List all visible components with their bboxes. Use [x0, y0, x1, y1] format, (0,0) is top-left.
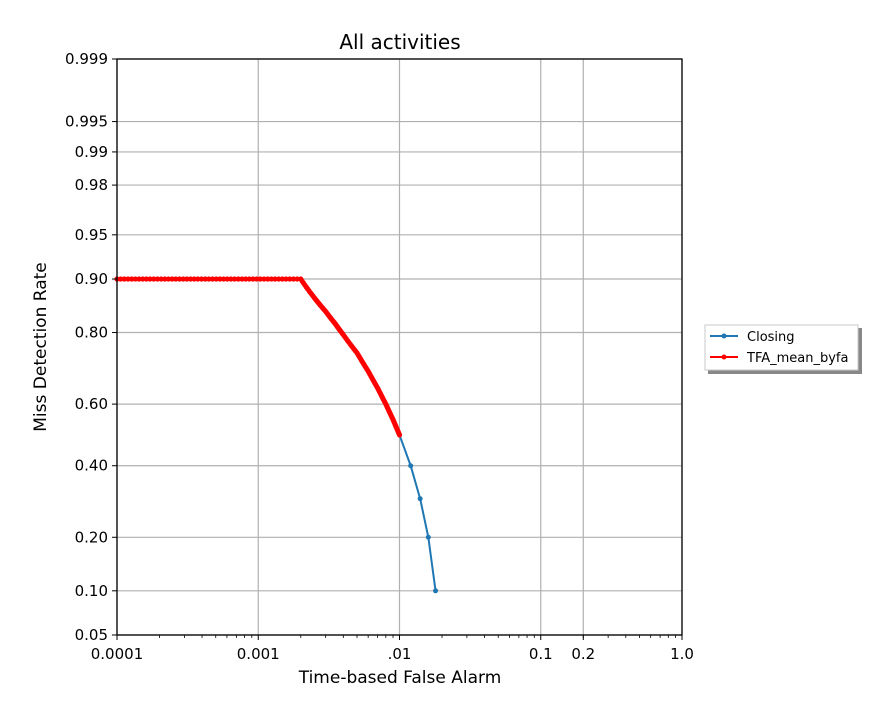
y-tick-label: 0.98 — [75, 176, 108, 194]
x-tick-label: 0.0001 — [91, 645, 144, 663]
data-point — [235, 276, 241, 282]
data-point — [129, 276, 135, 282]
data-point — [408, 463, 414, 469]
x-tick-label: 0.2 — [571, 645, 595, 663]
series-line — [398, 434, 437, 591]
legend-marker — [721, 354, 727, 360]
data-point — [140, 276, 146, 282]
y-tick-label: 0.80 — [75, 324, 108, 342]
y-tick-label: 0.90 — [75, 270, 108, 288]
legend: Closing TFA_mean_byfa — [704, 324, 862, 374]
data-point — [224, 276, 230, 282]
data-point — [165, 276, 172, 282]
x-axis-label: Time-based False Alarm — [298, 668, 502, 688]
x-tick-label: 0.1 — [529, 645, 553, 663]
y-tick-label: 0.95 — [75, 226, 108, 244]
x-tick-label: 0.001 — [237, 645, 280, 663]
data-point — [151, 276, 157, 282]
data-point — [294, 276, 300, 282]
data-point — [125, 276, 131, 282]
data-point — [158, 276, 164, 282]
data-point — [187, 276, 194, 282]
data-point — [290, 276, 297, 282]
series-tfa-mean-byfa — [114, 276, 403, 438]
y-tick-label: 0.999 — [65, 50, 108, 68]
y-tick-label: 0.10 — [75, 582, 108, 600]
legend-marker — [721, 333, 727, 339]
data-point — [279, 276, 285, 282]
data-point — [217, 276, 223, 282]
data-point — [232, 276, 238, 282]
y-tick-label: 0.05 — [75, 626, 108, 644]
data-point — [287, 276, 293, 282]
data-point — [154, 276, 161, 282]
data-point — [143, 276, 149, 282]
data-point — [276, 276, 282, 282]
data-point — [272, 276, 278, 282]
data-point — [180, 276, 186, 282]
data-point — [198, 276, 205, 282]
data-point — [118, 276, 124, 282]
x-ticks: 0.0001 0.001 .01 0.1 0.2 1.0 — [91, 635, 694, 663]
data-point — [162, 276, 168, 282]
data-point — [417, 496, 423, 502]
data-point — [254, 276, 260, 282]
data-point — [169, 276, 175, 282]
data-point — [202, 276, 208, 282]
data-point — [425, 534, 431, 540]
data-point — [132, 276, 138, 282]
data-point — [261, 276, 267, 282]
data-point — [173, 276, 179, 282]
legend-label: Closing — [747, 330, 795, 345]
y-tick-label: 0.40 — [75, 457, 108, 475]
legend-label: TFA_mean_byfa — [746, 351, 848, 366]
data-point — [239, 276, 245, 282]
y-tick-label: 0.60 — [75, 395, 108, 413]
series-layer — [114, 276, 439, 594]
data-point — [195, 276, 201, 282]
data-point — [136, 276, 142, 282]
y-tick-label: 0.20 — [75, 528, 108, 546]
series-closing — [397, 432, 439, 594]
grid — [116, 58, 683, 636]
data-point — [250, 276, 256, 282]
y-ticks: 0.05 0.10 0.20 0.40 0.60 0.80 0.90 0.95 0.98 0.99… — [65, 50, 117, 644]
chart-title: All activities — [339, 30, 460, 54]
data-point — [209, 276, 216, 282]
y-tick-label: 0.99 — [75, 143, 108, 161]
data-point — [176, 276, 183, 282]
data-point — [220, 276, 227, 282]
x-tick-label: 1.0 — [670, 645, 694, 663]
data-point — [121, 276, 127, 282]
data-point — [246, 276, 252, 282]
data-point — [228, 276, 234, 282]
x-tick-label: .01 — [388, 645, 412, 663]
data-point — [147, 276, 153, 282]
y-tick-label: 0.995 — [65, 113, 108, 131]
y-axis-label: Miss Detection Rate — [31, 262, 51, 431]
data-point — [257, 276, 263, 282]
data-point — [268, 276, 274, 282]
data-point — [265, 276, 271, 282]
data-point — [184, 276, 190, 282]
data-point — [433, 588, 439, 594]
data-point — [243, 276, 249, 282]
data-point — [283, 276, 289, 282]
data-point — [206, 276, 212, 282]
data-point — [191, 276, 197, 282]
data-point — [396, 432, 403, 438]
data-point — [213, 276, 219, 282]
legend-box — [704, 324, 859, 371]
